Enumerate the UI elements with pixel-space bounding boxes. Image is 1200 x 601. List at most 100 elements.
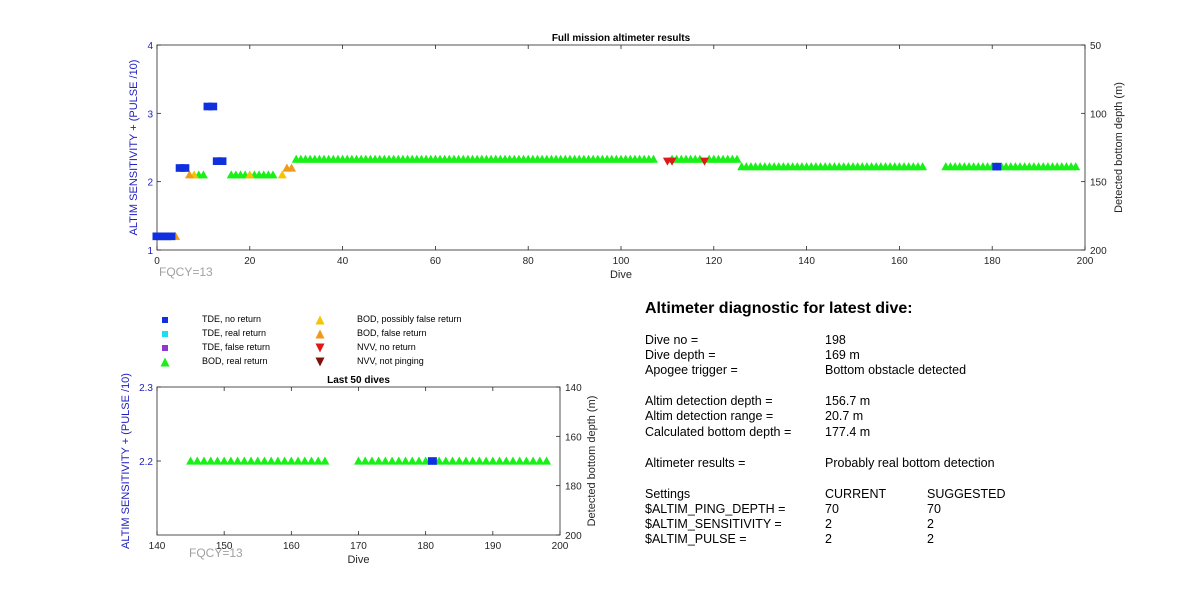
chart-title: Full mission altimeter results (552, 33, 691, 44)
bod-real-marker (380, 456, 390, 465)
tde-no-marker (152, 232, 162, 241)
diag-row-dive-depth: Dive depth = 169 m (645, 348, 1165, 364)
settings-row-ping-depth: $ALTIM_PING_DEPTH = 70 70 (645, 502, 1165, 518)
tde-no-marker (157, 232, 167, 241)
x-tick-label: 120 (705, 256, 722, 267)
bod-real-marker (401, 456, 411, 465)
bod-real-marker (521, 456, 531, 465)
tde-no-marker (992, 162, 1002, 171)
setting-name: $ALTIM_SENSITIVITY = (645, 517, 782, 531)
settings-label: Settings (645, 487, 691, 501)
x-tick-label: 20 (244, 256, 256, 267)
y2-axis-label: Detected bottom depth (m) (1113, 82, 1125, 213)
bod-real-marker (488, 456, 498, 465)
bod-real-marker (414, 456, 424, 465)
y-tick-label: 2.2 (139, 457, 153, 468)
tde-no-marker (175, 164, 185, 172)
y-tick-label: 4 (147, 41, 153, 52)
bod-real-marker (918, 162, 928, 171)
tde-no-marker (427, 457, 437, 465)
y-axis-label: ALTIM SENSITIVITY + (PULSE /10) (120, 373, 132, 549)
setting-suggested: 2 (927, 517, 934, 531)
x-tick-label: 0 (154, 256, 160, 267)
diag-value: 20.7 m (825, 409, 864, 423)
tde-no-marker (208, 102, 218, 111)
settings-header-row: Settings CURRENT SUGGESTED (645, 487, 1165, 503)
x-tick-label: 180 (984, 256, 1001, 267)
x-axis-label: Dive (610, 269, 632, 281)
diag-row-dive-no: Dive no = 198 (645, 333, 1165, 349)
bod-real-marker (259, 456, 269, 465)
tde-no-marker (180, 164, 190, 172)
settings-row-pulse: $ALTIM_PULSE = 2 2 (645, 532, 1165, 548)
full-mission-plot: 0 20 40 60 80 100 120 140 160 180 200 1 2 3 4 50 100 150 2… (128, 33, 1125, 281)
y2-tick-label: 160 (565, 432, 582, 443)
nvv-no-return-marker (700, 157, 710, 166)
y2-tick-label: 200 (565, 531, 582, 542)
x-tick-label: 80 (523, 256, 535, 267)
bod-real-marker (206, 456, 216, 465)
x-tick-label: 140 (798, 256, 815, 267)
legend-label: NVV, no return (357, 342, 416, 352)
y-tick-label: 3 (147, 109, 153, 120)
y2-tick-label: 100 (1090, 109, 1107, 120)
legend-label: BOD, possibly false return (357, 314, 462, 324)
bod-real-marker (280, 456, 290, 465)
diag-label: Calculated bottom depth = (645, 425, 792, 439)
bod-real-marker (508, 456, 518, 465)
legend-label: BOD, false return (357, 328, 427, 338)
setting-suggested: 2 (927, 532, 934, 546)
last-50-dives-plot: 140 150 160 170 180 190 200 2.2 2.3 140 160 180 200 L… (120, 373, 598, 566)
tde-no-marker (166, 232, 176, 241)
y2-tick-label: 140 (565, 383, 582, 394)
bod-real-marker (501, 456, 511, 465)
bod-real-marker (266, 456, 276, 465)
square-marker-icon (160, 315, 170, 325)
bod-real-marker (360, 456, 370, 465)
bod-real-marker (226, 456, 236, 465)
bod-real-marker (407, 456, 417, 465)
bod-real-marker (286, 456, 296, 465)
tde-no-marker (217, 157, 227, 165)
setting-suggested: 70 (927, 502, 941, 516)
diag-label: Altimeter results = (645, 456, 746, 470)
bod-real-marker (300, 456, 310, 465)
diag-row-calculated-bottom-depth: Calculated bottom depth = 177.4 m (645, 425, 1165, 441)
setting-current: 2 (825, 517, 832, 531)
fqcy-annotation: FQCY=13 (189, 546, 243, 560)
legend-label: BOD, real return (202, 356, 268, 366)
triangle-up-icon (315, 329, 325, 339)
square-marker-icon (160, 343, 170, 353)
bod-real-marker (198, 170, 208, 179)
settings-row-sensitivity: $ALTIM_SENSITIVITY = 2 2 (645, 517, 1165, 533)
triangle-up-icon (160, 357, 170, 367)
diag-value: Bottom obstacle detected (825, 363, 967, 377)
bod-real-marker (293, 456, 303, 465)
diagnostic-title: Altimeter diagnostic for latest dive: (645, 300, 913, 317)
x-tick-label: 100 (613, 256, 630, 267)
bod-possibly-false-marker (277, 170, 287, 179)
bod-real-marker (474, 456, 484, 465)
setting-name: $ALTIM_PING_DEPTH = (645, 502, 786, 516)
bod-real-marker (199, 456, 209, 465)
y-tick-label: 2.3 (139, 383, 153, 394)
diag-label: Apogee trigger = (645, 363, 738, 377)
bod-real-marker (441, 456, 451, 465)
bod-real-marker (732, 154, 742, 163)
x-tick-label: 180 (417, 541, 434, 552)
x-tick-label: 200 (1077, 256, 1094, 267)
legend-label: TDE, real return (202, 328, 267, 338)
legend-label: TDE, no return (202, 314, 262, 324)
bod-real-marker (219, 456, 229, 465)
bod-real-marker (212, 456, 222, 465)
bod-real-marker (246, 456, 256, 465)
tde-no-marker (161, 232, 171, 241)
bod-real-marker (354, 456, 363, 465)
x-tick-label: 170 (350, 541, 367, 552)
x-tick-label: 40 (337, 256, 349, 267)
y2-tick-label: 50 (1090, 41, 1102, 52)
setting-name: $ALTIM_PULSE = (645, 532, 747, 546)
plot-area (156, 44, 1086, 251)
legend-label: TDE, false return (202, 342, 271, 352)
bod-real-marker (239, 456, 249, 465)
